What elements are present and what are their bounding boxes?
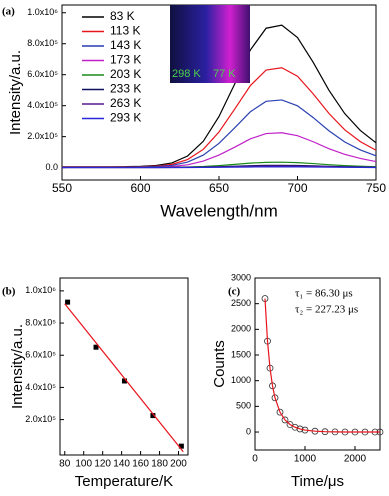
inset-label: 298 K: [172, 68, 201, 80]
legend-label: 173 K: [110, 53, 141, 67]
legend-label: 113 K: [110, 24, 140, 38]
y-tick-label: 8.0x10⁵: [25, 317, 56, 327]
y-axis-title: Intensity/a.u.: [7, 50, 24, 135]
x-tick-label: 140: [113, 459, 130, 470]
data-line: [264, 298, 380, 433]
y-tick-label: 2000: [231, 324, 251, 334]
x-tick-label: 0: [252, 454, 258, 465]
y-tick-label: 1.0x10⁶: [25, 285, 56, 295]
inset-label: 77 K: [213, 68, 236, 80]
data-line: [62, 166, 377, 169]
x-tick-label: 750: [366, 181, 386, 195]
data-point: [286, 421, 294, 428]
x-tick-label: 2000: [344, 454, 367, 465]
data-point: [291, 423, 299, 431]
plot-frame: [59, 277, 189, 456]
y-tick-label: 3000: [231, 272, 251, 282]
data-point: [65, 299, 71, 305]
annotation: τ₁ = 86.30 μs: [295, 288, 353, 300]
y-tick-label: 1.0x10⁶: [27, 7, 58, 17]
data-point: [296, 425, 304, 433]
x-axis-title: Wavelength/nm: [160, 201, 277, 220]
panel-label: (b): [2, 286, 16, 298]
legend-label: 233 K: [110, 82, 141, 96]
data-line: [62, 132, 377, 168]
legend-label: 263 K: [110, 96, 141, 110]
y-tick-label: 500: [236, 401, 251, 411]
x-tick-label: 200: [170, 459, 187, 470]
y-tick-label: 4.0x10⁵: [25, 382, 56, 392]
x-tick-label: 160: [132, 459, 149, 470]
x-tick-label: 650: [209, 181, 229, 195]
y-tick-label: 0: [246, 426, 251, 436]
y-tick-label: 4.0x10⁵: [27, 100, 58, 110]
y-tick-label: 1000: [231, 375, 251, 385]
data-point: [281, 416, 289, 424]
legend-label: 83 K: [110, 9, 135, 23]
x-tick-label: 600: [130, 181, 150, 195]
y-tick-label: 2500: [231, 298, 251, 308]
data-point: [271, 394, 279, 402]
legend-label: 143 K: [110, 38, 141, 52]
y-tick-label: 8.0x10⁵: [27, 38, 58, 48]
data-line: [64, 303, 184, 453]
y-tick-label: 2.0x10⁵: [27, 131, 58, 141]
x-tick-label: 80: [59, 459, 71, 470]
y-tick-label: 6.0x10⁵: [25, 350, 56, 360]
legend-label: 293 K: [110, 111, 141, 125]
y-axis-title: Intensity/a.u.: [9, 324, 26, 409]
data-point: [93, 344, 99, 350]
y-axis-title: Counts: [211, 340, 228, 388]
x-tick-label: 100: [75, 459, 92, 470]
panel-label: (c): [228, 286, 241, 298]
x-axis-title: Time/μs: [291, 473, 344, 490]
legend-label: 203 K: [110, 67, 141, 81]
x-tick-label: 180: [151, 459, 168, 470]
x-tick-label: 1000: [294, 454, 317, 465]
annotation: τ₂ = 227.23 μs: [295, 304, 358, 316]
x-tick-label: 550: [52, 181, 72, 195]
y-tick-label: 0.0: [45, 162, 58, 172]
y-tick-label: 2.0x10⁵: [25, 414, 56, 424]
x-axis-title: Temperature/K: [75, 473, 173, 490]
data-point: [150, 413, 156, 419]
inset-photo: [170, 5, 250, 83]
y-tick-label: 6.0x10⁵: [27, 69, 58, 79]
data-point: [121, 378, 127, 384]
y-tick-label: 1500: [231, 349, 251, 359]
data-point: [276, 408, 284, 416]
panel-label: (a): [2, 6, 15, 18]
data-point: [178, 443, 184, 449]
x-tick-label: 700: [287, 181, 307, 195]
x-tick-label: 120: [94, 459, 111, 470]
plot-frame: [254, 277, 381, 451]
